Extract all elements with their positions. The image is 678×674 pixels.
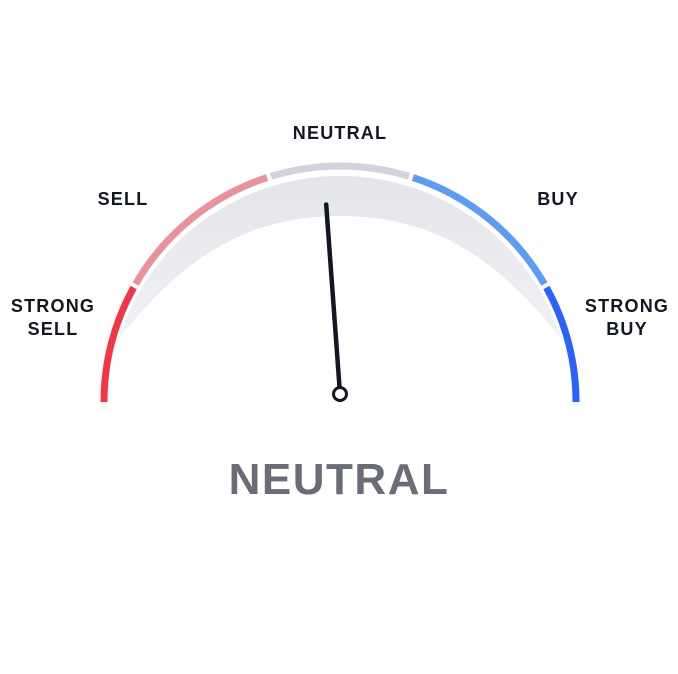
label-sell: SELL [92,188,154,211]
label-strong-sell-line1: STRONG [10,296,96,316]
arc-segment-buy [411,174,548,286]
needle-pivot [332,386,348,402]
arc-segment-strong-sell [100,285,137,403]
needle-line [323,202,342,390]
label-strong-buy-line1: STRONG [584,296,670,316]
label-buy-text: BUY [537,189,579,209]
gauge-needle [323,202,348,402]
label-neutral-text: NEUTRAL [292,123,388,143]
rating-result: NEUTRAL [228,455,450,504]
label-neutral: NEUTRAL [284,122,396,145]
arc-segment-strong-buy [543,285,580,403]
label-strong-sell-line2: SELL [27,319,79,339]
arc-segment-sell [132,174,269,286]
label-buy: BUY [530,188,586,211]
gauge-arc-segments [100,162,580,403]
gauge-inner-fill [118,176,562,341]
label-strong-buy-line2: BUY [606,319,648,339]
label-strong-sell: STRONG SELL [4,295,102,341]
arc-segment-neutral [269,162,411,180]
label-sell-text: SELL [97,189,149,209]
label-strong-buy: STRONG BUY [578,295,676,341]
